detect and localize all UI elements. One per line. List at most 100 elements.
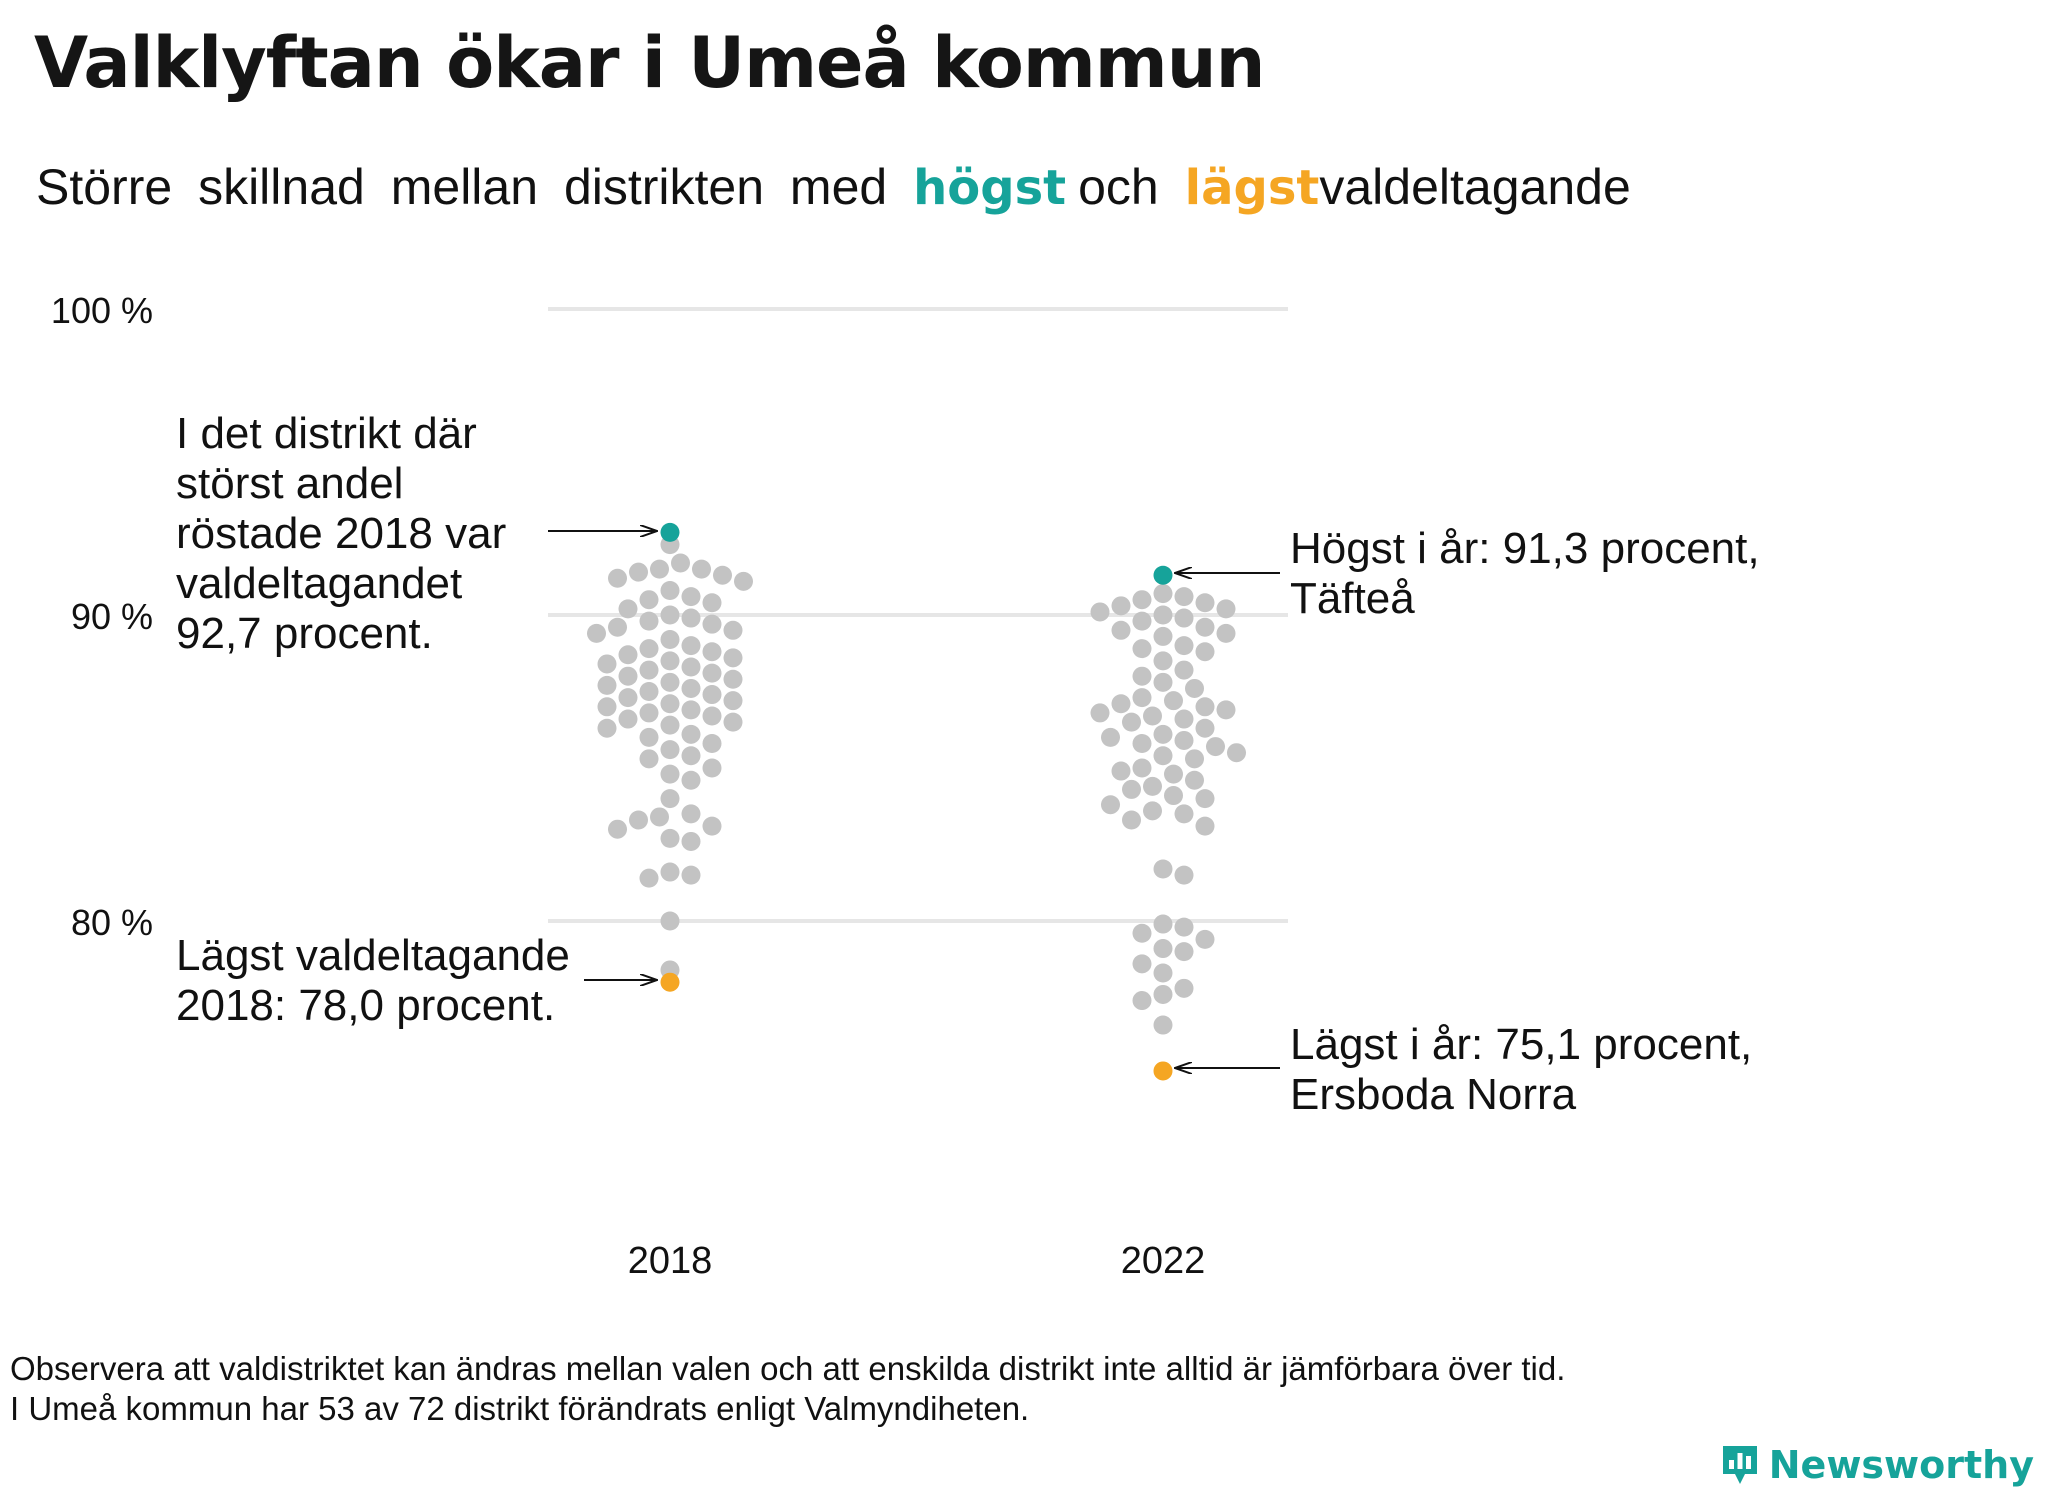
y-axis-ticks: 80 % 90 % 100 % bbox=[51, 290, 153, 943]
x-axis-labels: 2018 2022 bbox=[628, 1240, 1206, 1282]
data-point bbox=[1216, 623, 1236, 643]
data-point bbox=[681, 608, 701, 628]
data-point bbox=[660, 694, 680, 714]
data-point bbox=[1164, 786, 1183, 806]
data-point bbox=[1132, 639, 1152, 659]
data-point bbox=[608, 617, 627, 637]
annotation-top-2022: Högst i år: 91,3 procent, Täfteå bbox=[1290, 524, 1760, 624]
subtitle-highest-label: högst bbox=[913, 160, 1067, 216]
chart-subtitle: Större skillnad mellan distrikten med hö… bbox=[36, 158, 1631, 216]
data-point bbox=[1153, 626, 1173, 646]
annotation-low-2022: Lägst i år: 75,1 procent, Ersboda Norra bbox=[1290, 1020, 1752, 1120]
data-point bbox=[639, 660, 659, 680]
data-point bbox=[618, 666, 638, 686]
data-point bbox=[639, 727, 659, 747]
annotation-line: 2018: 78,0 procent. bbox=[176, 981, 556, 1030]
data-point bbox=[660, 862, 680, 882]
data-point bbox=[702, 758, 722, 778]
data-point bbox=[1216, 700, 1236, 720]
data-point bbox=[1132, 666, 1152, 686]
data-point bbox=[618, 599, 638, 619]
data-point bbox=[702, 706, 722, 726]
data-point bbox=[1132, 611, 1152, 631]
data-point bbox=[681, 804, 701, 824]
data-point bbox=[681, 746, 701, 766]
data-point bbox=[1153, 939, 1173, 959]
subtitle-word: distrikten bbox=[563, 159, 765, 215]
data-point bbox=[639, 682, 659, 701]
dots bbox=[587, 522, 1246, 1081]
subtitle-word: skillnad bbox=[198, 159, 365, 215]
data-point bbox=[587, 623, 606, 643]
data-point bbox=[681, 724, 701, 744]
data-point bbox=[1132, 688, 1152, 708]
data-point bbox=[1122, 712, 1141, 732]
y-tick-label: 80 % bbox=[71, 902, 153, 943]
data-point bbox=[1174, 865, 1194, 885]
data-point bbox=[1153, 651, 1173, 671]
data-point bbox=[597, 654, 617, 674]
data-point bbox=[702, 663, 722, 683]
subtitle-word: med bbox=[789, 159, 888, 215]
data-point bbox=[629, 810, 648, 830]
data-point bbox=[1132, 923, 1152, 943]
footnote-line: I Umeå kommun har 53 av 72 distrikt förä… bbox=[10, 1390, 1030, 1427]
data-point bbox=[660, 764, 680, 784]
data-point bbox=[1195, 617, 1215, 637]
data-point bbox=[681, 636, 701, 656]
data-point bbox=[681, 865, 701, 885]
annotation-line: Högst i år: 91,3 procent, bbox=[1290, 524, 1760, 573]
data-point bbox=[702, 593, 722, 613]
data-point bbox=[1195, 697, 1215, 717]
data-point bbox=[1164, 691, 1183, 711]
data-point bbox=[639, 590, 659, 610]
data-point bbox=[1153, 1015, 1173, 1035]
data-point bbox=[639, 749, 659, 769]
data-point bbox=[723, 691, 743, 711]
data-point bbox=[1153, 984, 1173, 1004]
annotation-line: störst andel bbox=[176, 459, 404, 508]
y-tick-label: 90 % bbox=[71, 596, 153, 637]
lowest-point bbox=[1153, 1061, 1173, 1081]
data-point bbox=[702, 642, 722, 662]
data-point bbox=[1174, 587, 1194, 607]
data-point bbox=[1174, 730, 1194, 750]
annotation-line: röstade 2018 var bbox=[176, 509, 507, 558]
data-point bbox=[1090, 703, 1110, 723]
subtitle-word: Större bbox=[36, 159, 173, 215]
data-point bbox=[1195, 929, 1215, 949]
subtitle-tail: valdeltagande bbox=[1319, 159, 1631, 215]
data-point bbox=[681, 700, 701, 720]
data-point bbox=[1195, 816, 1215, 836]
data-point bbox=[618, 645, 638, 665]
brand: Newsworthy bbox=[1719, 1442, 2034, 1488]
data-point bbox=[650, 807, 669, 827]
data-point bbox=[629, 562, 648, 582]
data-point bbox=[702, 614, 722, 634]
data-point bbox=[1111, 596, 1131, 616]
subtitle-word: mellan bbox=[390, 159, 539, 215]
data-point bbox=[681, 831, 701, 851]
data-point bbox=[1153, 584, 1173, 604]
lowest-point bbox=[660, 972, 680, 992]
data-point bbox=[608, 819, 627, 839]
highest-point bbox=[1153, 565, 1173, 585]
data-point bbox=[660, 629, 680, 649]
data-point bbox=[681, 770, 701, 790]
data-point bbox=[1111, 761, 1131, 781]
data-point bbox=[723, 712, 743, 732]
data-point bbox=[1111, 620, 1131, 640]
data-point bbox=[1185, 749, 1204, 769]
beeswarm-chart: 80 % 90 % 100 % 2018 2022 bbox=[51, 290, 1288, 1282]
data-point bbox=[1132, 590, 1152, 610]
annotation-line: Ersboda Norra bbox=[1290, 1070, 1577, 1119]
data-point bbox=[1132, 954, 1152, 974]
data-point bbox=[1090, 602, 1110, 622]
data-point bbox=[1122, 779, 1141, 799]
data-point bbox=[639, 639, 659, 659]
data-point bbox=[1132, 758, 1152, 778]
data-point bbox=[1174, 917, 1194, 937]
data-point bbox=[1174, 709, 1194, 729]
data-point bbox=[660, 605, 680, 625]
y-tick-label: 100 % bbox=[51, 290, 153, 331]
